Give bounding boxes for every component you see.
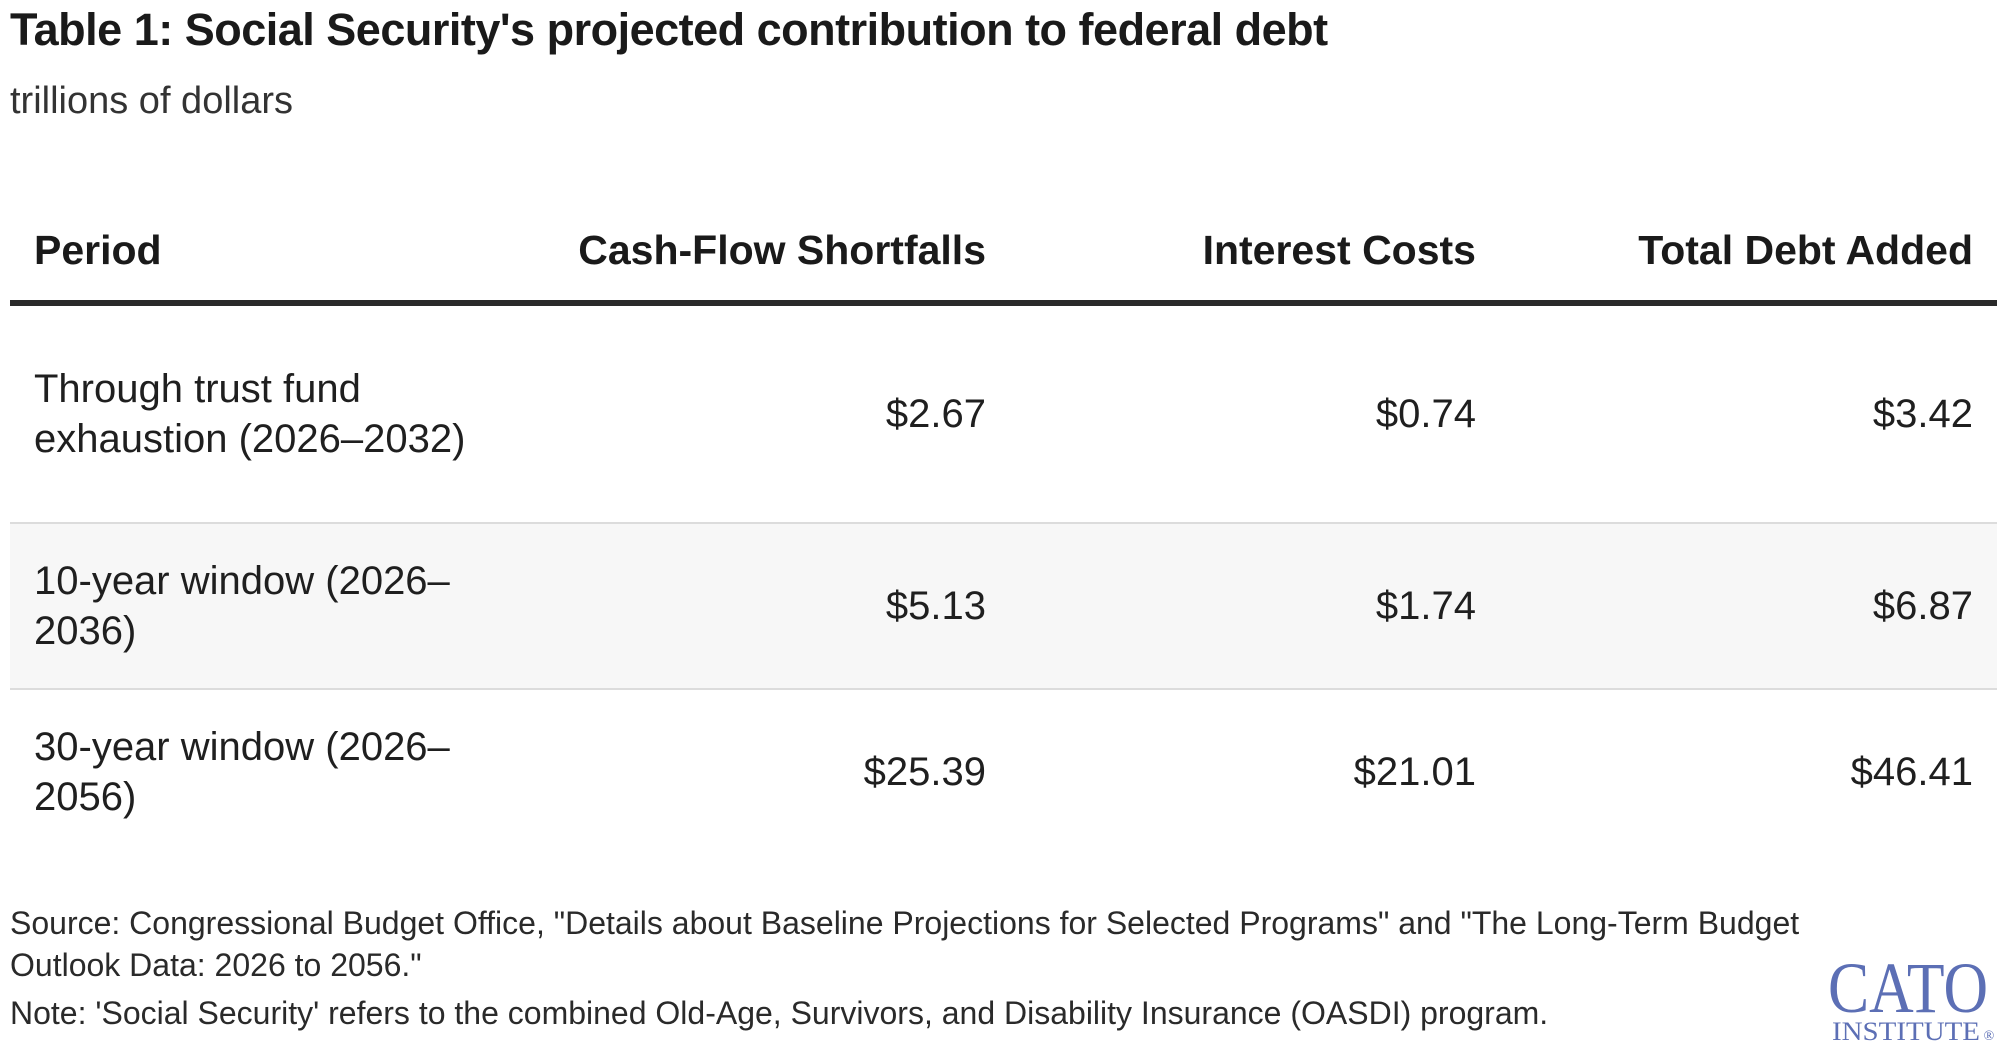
- column-header-period: Period: [10, 200, 510, 306]
- table-header-row: Period Cash-Flow Shortfalls Interest Cos…: [10, 200, 1997, 306]
- source-note: Source: Congressional Budget Office, "De…: [10, 905, 1800, 983]
- table-row: 10-year window (2026–2036) $5.13 $1.74 $…: [10, 523, 1997, 690]
- total-cell: $6.87: [1500, 523, 1997, 690]
- table-row: 30-year window (2026–2056) $25.39 $21.01…: [10, 689, 1997, 854]
- period-cell: 10-year window (2026–2036): [10, 523, 510, 690]
- cash-flow-cell: $25.39: [510, 689, 1010, 854]
- total-cell: $46.41: [1500, 689, 1997, 854]
- interest-cell: $0.74: [1010, 303, 1500, 524]
- cash-flow-cell: $2.67: [510, 303, 1010, 524]
- column-header-interest: Interest Costs: [1010, 200, 1500, 306]
- cato-institute-logo: CATO INSTITUTE ®: [1828, 950, 1994, 1046]
- logo-main-text: CATO: [1828, 950, 1988, 1028]
- cash-flow-cell: $5.13: [510, 523, 1010, 690]
- debt-table: Period Cash-Flow Shortfalls Interest Cos…: [10, 200, 1997, 854]
- period-cell: Through trust fund exhaustion (2026–2032…: [10, 303, 510, 524]
- table-subtitle: trillions of dollars: [10, 80, 293, 122]
- logo-registered-mark: ®: [1984, 1029, 1994, 1044]
- period-cell: 30-year window (2026–2056): [10, 689, 510, 854]
- interest-cell: $1.74: [1010, 523, 1500, 690]
- footer: Source: Congressional Budget Office, "De…: [10, 902, 1810, 1034]
- interest-cell: $21.01: [1010, 689, 1500, 854]
- definition-note: Note: 'Social Security' refers to the co…: [10, 995, 1549, 1031]
- table-title: Table 1: Social Security's projected con…: [10, 4, 1328, 55]
- logo-sub-text: INSTITUTE: [1832, 1017, 1980, 1046]
- total-cell: $3.42: [1500, 303, 1997, 524]
- column-header-total: Total Debt Added: [1500, 200, 1997, 306]
- table-row: Through trust fund exhaustion (2026–2032…: [10, 303, 1997, 524]
- column-header-cash-flow: Cash-Flow Shortfalls: [510, 200, 1010, 306]
